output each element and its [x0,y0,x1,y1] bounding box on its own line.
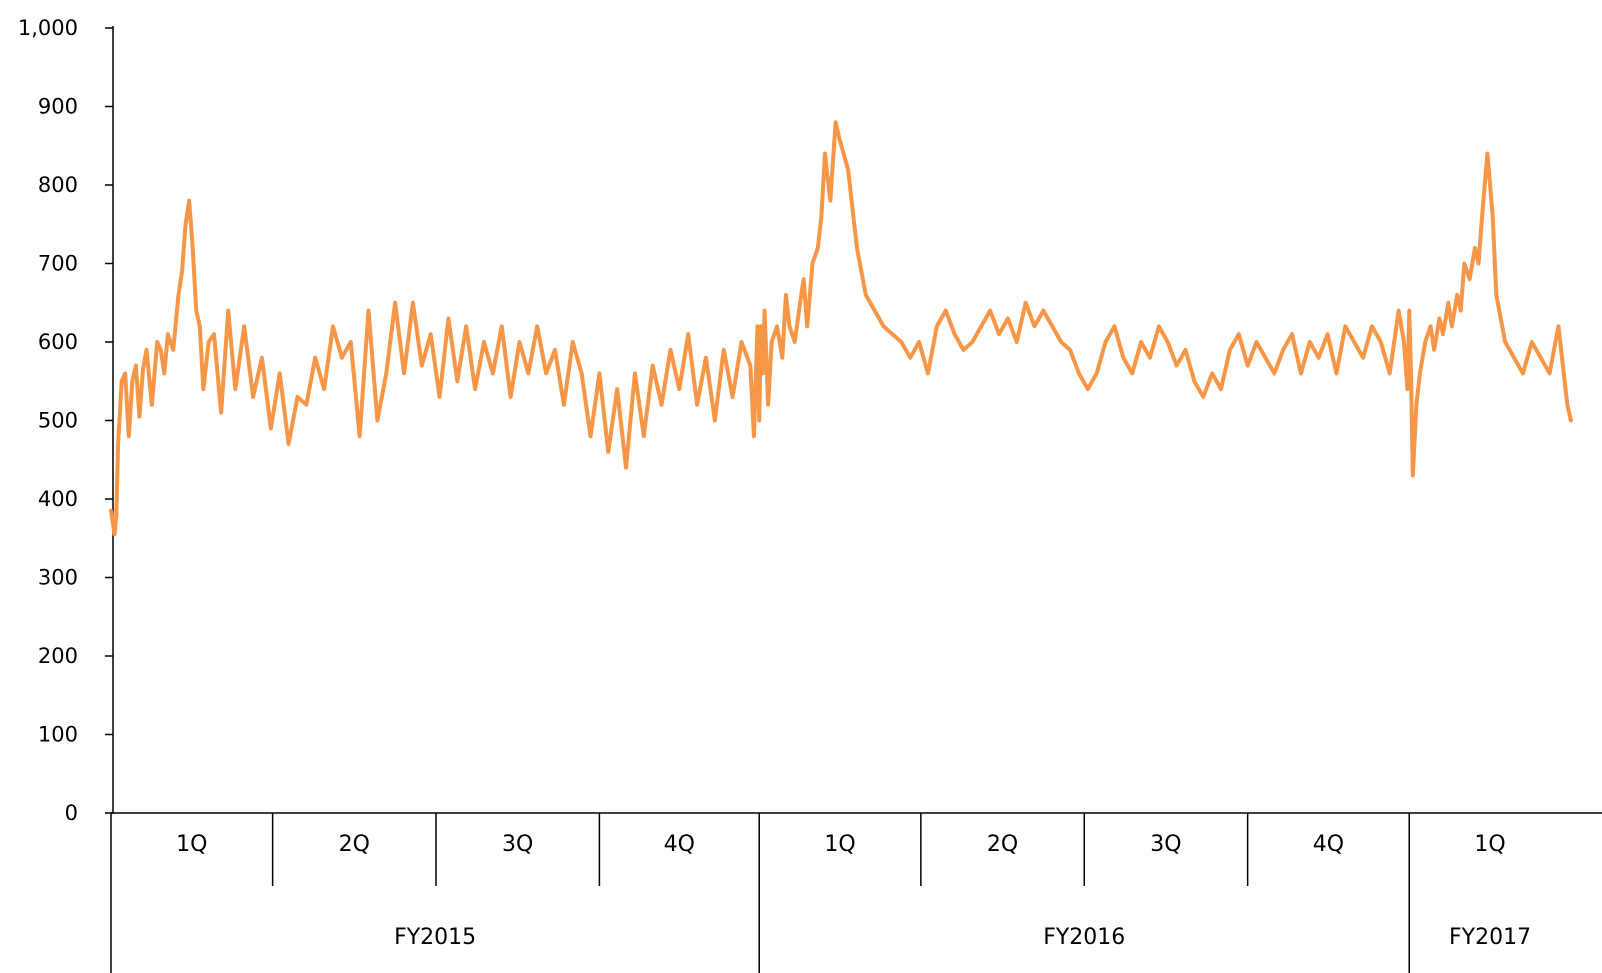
y-tick-label: 400 [38,487,78,511]
y-tick-label: 700 [38,252,78,276]
y-tick-label: 800 [38,173,78,197]
quarter-label: 3Q [502,832,533,857]
y-tick-label: 200 [38,644,78,668]
series-line-0 [109,120,1573,537]
quarter-label: 1Q [824,832,855,857]
y-axis: 0 100 200 300 400 500 600 700 800 900 1,000 [18,16,114,825]
y-tick-label: 100 [38,723,78,747]
y-tick-label: 500 [38,409,78,433]
quarter-label: 1Q [176,832,207,857]
x-axis: 1Q 2Q 3Q 4Q 1Q 2Q 3Q 4Q 1Q FY2015 FY2016 FY2017 [110,812,1602,973]
fiscal-year-label: FY2016 [1043,925,1125,950]
quarter-label: 4Q [664,832,695,857]
y-tick-label: 900 [38,95,78,119]
y-tick-label: 0 [65,801,78,825]
quarter-label: 4Q [1313,832,1344,857]
quarter-label: 2Q [339,832,370,857]
series-group [109,120,1573,537]
quarter-label: 2Q [987,832,1018,857]
y-tick-label: 1,000 [18,16,78,40]
fiscal-year-label: FY2015 [394,925,476,950]
fiscal-year-label: FY2017 [1449,925,1531,950]
quarter-label: 3Q [1150,832,1181,857]
quarter-label: 1Q [1474,832,1505,857]
y-tick-label: 300 [38,566,78,590]
y-tick-label: 600 [38,330,78,354]
